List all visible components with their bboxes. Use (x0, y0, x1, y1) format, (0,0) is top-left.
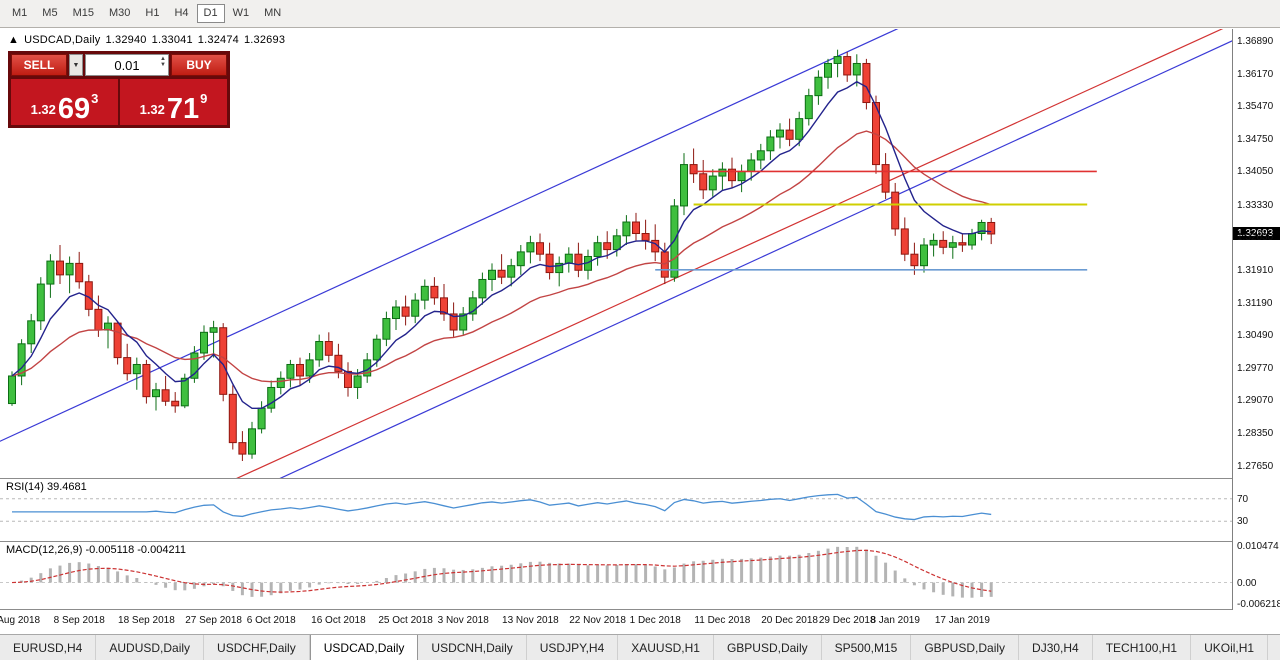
timeframe-D1[interactable]: D1 (196, 4, 225, 23)
date-label: 11 Dec 2018 (694, 615, 751, 626)
timeframe-H1[interactable]: H1 (138, 4, 166, 23)
date-label: 17 Jan 2019 (934, 615, 990, 626)
macd-scale-label: -0.006218 (1237, 599, 1280, 611)
tab-gbpusd-daily[interactable]: GBPUSD,Daily (911, 635, 1020, 660)
price-scale-label: 1.31190 (1237, 297, 1273, 309)
timeframe-W1[interactable]: W1 (226, 4, 257, 23)
tab-xauusd-h1[interactable]: XAUUSD,H1 (618, 635, 714, 660)
price-scale-label: 1.35470 (1237, 101, 1274, 113)
spin-down-icon[interactable]: ▼ (160, 62, 166, 68)
macd-scale-label: 0.010474 (1237, 540, 1279, 552)
macd-canvas[interactable] (0, 542, 1232, 609)
price-scale-label: 1.27650 (1237, 460, 1274, 472)
rsi-indicator-panel: RSI(14) 39.4681 (0, 479, 1232, 542)
price-scale-label: 1.33330 (1237, 199, 1274, 211)
high-value: 1.33041 (151, 34, 193, 46)
volume-value: 0.01 (114, 57, 140, 73)
timeframe-H4[interactable]: H4 (167, 4, 195, 23)
macd-indicator-panel: MACD(12,26,9) -0.005118 -0.004211 (0, 542, 1232, 610)
date-label: 13 Nov 2018 (502, 615, 559, 626)
collapse-arrow-icon[interactable]: ▲ (8, 34, 20, 46)
date-label: 8 Sep 2018 (53, 615, 105, 626)
chart-tabs-bar: EURUSD,H4 AUDUSD,Daily USDCHF,Daily USDCAD,… (0, 634, 1280, 660)
rsi-label: RSI(14) 39.4681 (6, 481, 87, 493)
price-scale-label: 1.28350 (1237, 428, 1274, 440)
timeframe-M30[interactable]: M30 (102, 4, 137, 23)
candlestick-canvas[interactable] (0, 29, 1232, 478)
tab-usdcad-daily[interactable]: USDCAD,Daily (309, 635, 419, 660)
volume-spinner[interactable]: ▲ ▼ (160, 56, 166, 68)
price-scale-label: 1.29070 (1237, 395, 1274, 407)
timeframe-MN[interactable]: MN (257, 4, 288, 23)
open-value: 1.32940 (105, 34, 147, 46)
price-scale-label: 1.34750 (1237, 134, 1274, 146)
rsi-scale-label: 70 (1237, 493, 1249, 505)
tab-audusd-daily[interactable]: AUDUSD,Daily (96, 635, 205, 660)
close-value: 1.32693 (243, 34, 286, 46)
tab-sp500-m15[interactable]: SP500,M15 (822, 635, 912, 660)
date-label: 1 Dec 2018 (629, 615, 681, 626)
one-click-trading-panel: SELL ▼ 0.01 ▲ ▼ BUY 1.32 69 3 1.32 71 9 (8, 51, 230, 128)
price-scale-label: 1.34050 (1237, 166, 1274, 178)
sell-price-prefix: 1.32 (30, 102, 56, 117)
tab-usdjpy-h4[interactable]: USDJPY,H4 (527, 635, 619, 660)
date-label: 16 Oct 2018 (311, 615, 366, 626)
tab-ukoil-h1[interactable]: UKOil,H1 (1191, 635, 1269, 660)
current-price-badge: 1.32693 (1233, 226, 1280, 240)
date-label: 29 Dec 2018 (818, 615, 876, 626)
buy-price-display[interactable]: 1.32 71 9 (120, 79, 227, 125)
timeframe-M15[interactable]: M15 (66, 4, 101, 23)
date-label: 6 Oct 2018 (246, 615, 296, 626)
date-label: 3 Nov 2018 (437, 615, 489, 626)
sell-price-big: 69 (57, 92, 91, 125)
macd-label: MACD(12,26,9) -0.005118 -0.004211 (6, 544, 186, 556)
date-label: 22 Nov 2018 (569, 615, 626, 626)
tab-usdcnh-daily[interactable]: USDCNH,Daily (418, 635, 527, 660)
price-scale-label: 1.32630 (1237, 231, 1274, 243)
rsi-scale-label: 30 (1237, 516, 1249, 528)
price-scale-label: 1.36170 (1237, 69, 1274, 81)
tab-tech100-h1[interactable]: TECH100,H1 (1093, 635, 1192, 660)
timeframe-toolbar: M1 M5 M15 M30 H1 H4 D1 W1 MN (0, 0, 1280, 28)
time-axis: 29 Aug 2018 8 Sep 2018 18 Sep 2018 27 Sep 2… (0, 610, 1232, 634)
date-label: 29 Aug 2018 (0, 615, 41, 626)
buy-price-big: 71 (166, 92, 200, 125)
sell-price-sup: 3 (91, 91, 99, 106)
buy-price-prefix: 1.32 (139, 102, 165, 117)
date-label: 20 Dec 2018 (761, 615, 818, 626)
volume-input[interactable]: 0.01 ▲ ▼ (85, 54, 169, 76)
tab-eurusd-h4[interactable]: EURUSD,H4 (0, 635, 97, 660)
price-scale-label: 1.31910 (1237, 264, 1274, 276)
symbol-ohlc-readout: ▲ USDCAD,Daily 1.32940 1.33041 1.32474 1.3269… (8, 34, 290, 46)
tab-usdchf-daily[interactable]: USDCHF,Daily (204, 635, 310, 660)
price-scale-column[interactable]: 1.32693 1.36890 1.36170 1.35470 1.34750 1.34… (1232, 29, 1280, 610)
timeframe-M1[interactable]: M1 (5, 4, 34, 23)
tab-u[interactable]: U (1268, 635, 1280, 660)
sell-button[interactable]: SELL (11, 54, 67, 76)
date-label: 8 Jan 2019 (870, 615, 920, 626)
price-scale-label: 1.29770 (1237, 363, 1274, 375)
date-label: 25 Oct 2018 (378, 615, 433, 626)
price-chart-panel: ▲ USDCAD,Daily 1.32940 1.33041 1.32474 1.3269… (0, 29, 1232, 479)
price-scale-label: 1.30490 (1237, 330, 1274, 342)
price-scale-label: 1.36890 (1237, 35, 1274, 47)
sell-price-display[interactable]: 1.32 69 3 (11, 79, 118, 125)
buy-price-sup: 9 (200, 91, 208, 106)
macd-scale-label: 0.00 (1237, 577, 1257, 589)
volume-dropdown-caret-icon[interactable]: ▼ (69, 54, 83, 76)
spin-up-icon[interactable]: ▲ (160, 56, 166, 62)
timeframe-M5[interactable]: M5 (35, 4, 64, 23)
date-label: 27 Sep 2018 (185, 615, 242, 626)
low-value: 1.32474 (197, 34, 239, 46)
symbol-label: USDCAD,Daily (24, 34, 101, 46)
date-label: 18 Sep 2018 (118, 615, 175, 626)
tab-gbpusd-daily[interactable]: GBPUSD,Daily (714, 635, 822, 660)
rsi-canvas[interactable] (0, 479, 1232, 541)
buy-button[interactable]: BUY (171, 54, 227, 76)
tab-dj30-h4[interactable]: DJ30,H4 (1019, 635, 1093, 660)
